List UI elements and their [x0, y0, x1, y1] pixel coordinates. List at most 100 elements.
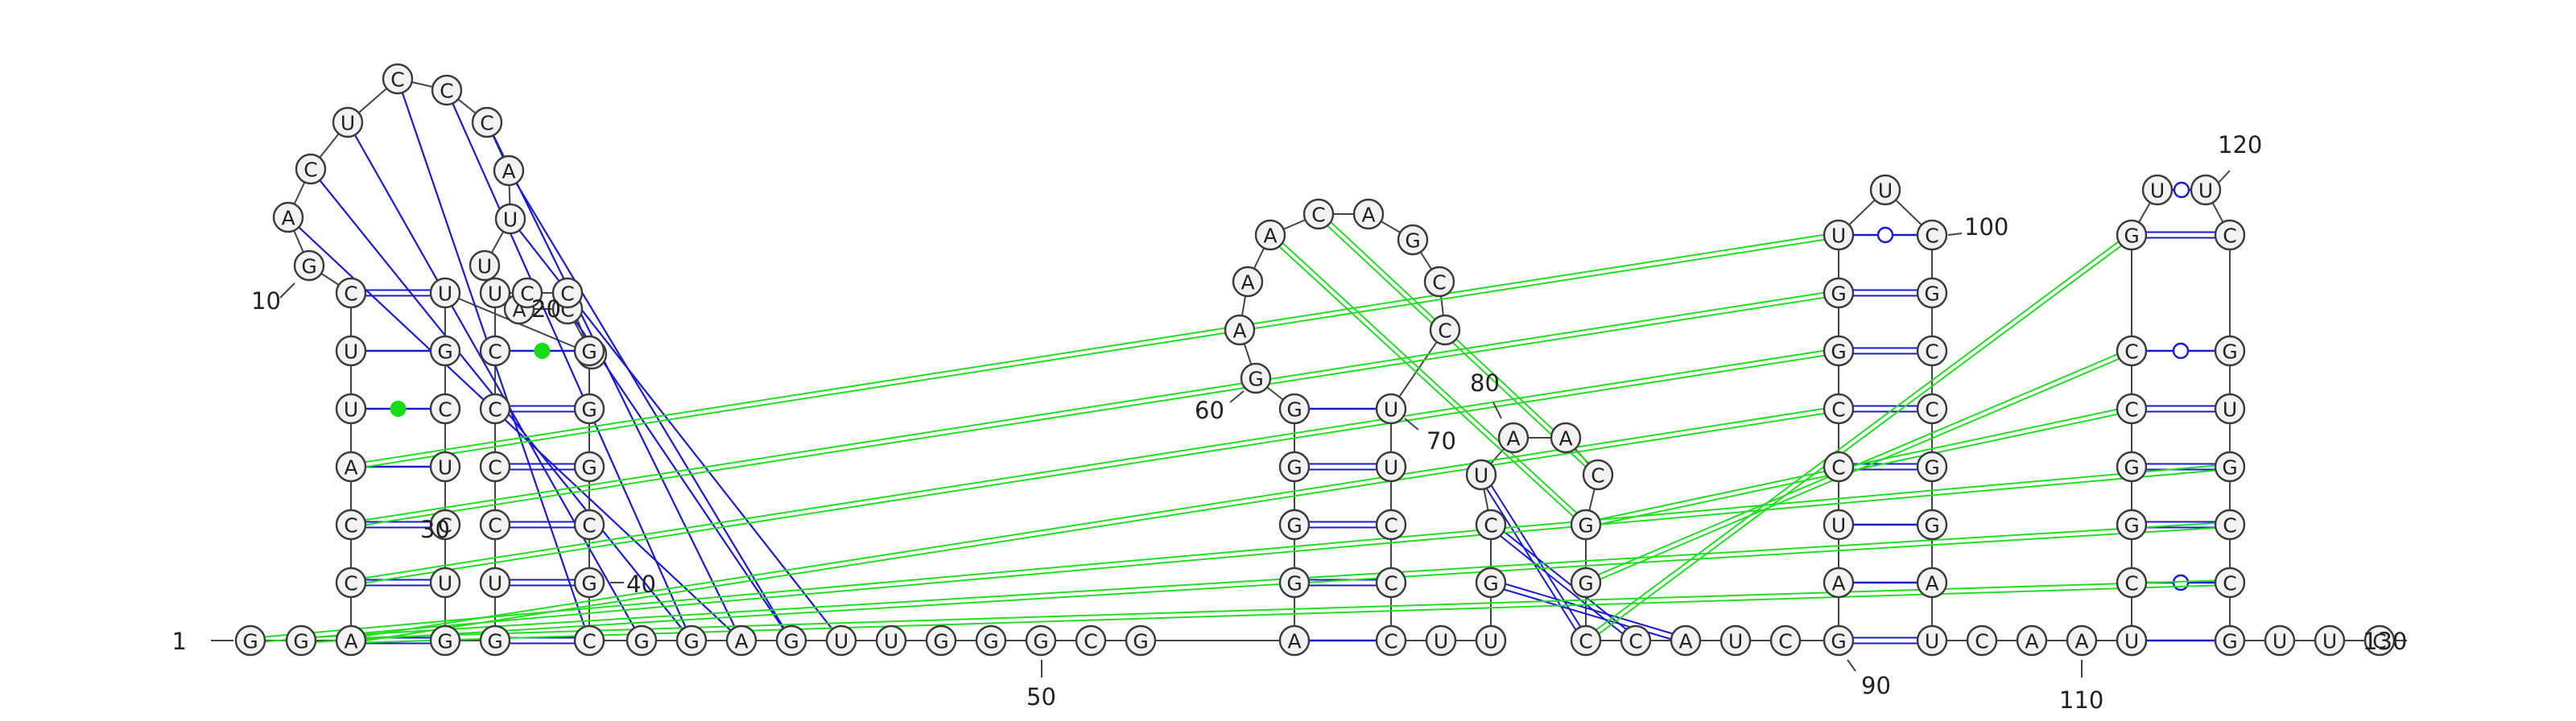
nucleotide: U [335, 393, 367, 425]
nucleotide-letter: U [834, 630, 848, 653]
nucleotide-letter: C [1629, 630, 1642, 653]
nucleotide: A [1254, 219, 1286, 251]
nucleotide-letter: G [437, 630, 452, 653]
watson-crick-pair [1488, 525, 1635, 644]
position-number: 30 [420, 516, 450, 543]
nucleotide-letter: C [1591, 464, 1604, 488]
pseudoknot-interaction-green [350, 232, 1839, 466]
position-number: 10 [251, 287, 281, 315]
nucleotide: G [1570, 566, 1602, 599]
nucleotide: C [2116, 566, 2148, 599]
nucleotide-letter: U [884, 630, 898, 653]
nucleotide: C [551, 277, 584, 309]
pseudoknot-interaction-green [250, 464, 2230, 640]
nucleotide-letter: A [502, 160, 515, 183]
nucleotide-letter: A [2025, 630, 2038, 653]
nucleotide: C [2214, 566, 2246, 599]
position-number: 120 [2218, 131, 2262, 159]
nucleotide-letter: G [2124, 514, 2139, 538]
nucleotide: G [1475, 566, 1507, 599]
nucleotide: C [573, 509, 605, 541]
gu-pair-dot [390, 401, 407, 417]
nucleotide-letter: U [1878, 179, 1893, 203]
nucleotide: G [2214, 451, 2246, 483]
nucleotide-letter: G [1286, 514, 1302, 538]
nucleotide: G [1278, 393, 1311, 425]
nucleotide: C [1375, 509, 1407, 541]
nucleotide: C [335, 566, 367, 599]
nucleotide: U [429, 277, 461, 309]
position-tick [2217, 170, 2231, 184]
nucleotide-letter: U [2198, 179, 2213, 203]
position-number: 1 [172, 628, 187, 655]
nucleotide: G [1570, 509, 1602, 541]
position-label-90: 90 [1847, 659, 1891, 699]
nucleotide: C [1429, 314, 1461, 346]
nucleotide: U [2214, 393, 2246, 425]
nucleotide: G [1916, 451, 1948, 483]
nucleotide: U [2116, 624, 2148, 657]
position-label-80: 80 [1470, 369, 1502, 419]
nucleotide-letter: A [1263, 225, 1277, 248]
nucleotide-letter: C [1384, 572, 1397, 595]
nucleotide-letter: U [2150, 179, 2165, 203]
nucleotide: C [1769, 624, 1802, 657]
nucleotide-letter: A [344, 456, 357, 480]
nucleotide: G [234, 624, 266, 657]
pseudoknot-interaction-green [1268, 236, 1585, 527]
nucleotide-letter: C [2124, 340, 2138, 364]
nucleotide: A [725, 624, 758, 657]
nucleotide: C [479, 393, 511, 425]
position-label-70: 70 [1404, 418, 1456, 455]
nucleotide-letter: G [2222, 456, 2237, 480]
nucleotide-letter: U [2273, 630, 2287, 653]
nucleotide-letter: A [1232, 319, 1246, 343]
nucleotide: U [1425, 624, 1457, 657]
nucleotide-layer: GGACCAUUCGACUCCCAUUACUUGCUCUGGUCCCCUCCGG… [234, 63, 2396, 657]
nucleotide-letter: A [281, 207, 295, 230]
nucleotide: C [295, 153, 327, 185]
nucleotide-letter: U [1384, 398, 1398, 422]
position-number: 50 [1026, 683, 1056, 711]
nucleotide-letter: C [2124, 572, 2138, 595]
nucleotide-letter: G [487, 630, 502, 653]
nucleotide: G [775, 624, 807, 657]
position-number: 40 [626, 571, 656, 598]
nucleotide-letter: C [1484, 514, 1497, 538]
nucleotide-letter: G [1831, 340, 1846, 364]
nucleotide: U [1375, 451, 1407, 483]
nucleotide: G [293, 249, 325, 282]
nucleotide: C [1582, 459, 1614, 491]
nucleotide: C [1375, 566, 1407, 599]
pseudoknot-interaction-green [351, 410, 1839, 644]
nucleotide: U [1475, 624, 1507, 657]
nucleotide-letter: C [1778, 630, 1792, 653]
nucleotide: C [1302, 198, 1335, 230]
nucleotide: U [494, 203, 526, 235]
pseudoknot-interaction-green [350, 579, 2230, 640]
pseudoknot-interaction-green [351, 236, 1839, 470]
nucleotide-letter: A [1678, 630, 1692, 653]
nucleotide-letter: C [488, 340, 502, 364]
nucleotide-letter: G [2124, 225, 2139, 248]
nucleotide-letter: C [1831, 398, 1845, 422]
watson-crick-pair [1478, 476, 1584, 643]
nucleotide-letter: C [1384, 630, 1397, 653]
nucleotide-letter: G [581, 456, 597, 480]
nucleotide-letter: U [1384, 456, 1398, 480]
nucleotide: G [573, 566, 605, 599]
nucleotide: U [1869, 174, 1901, 206]
nucleotide: G [285, 624, 317, 657]
nucleotide-letter: U [2124, 630, 2139, 653]
nucleotide-letter: C [1432, 271, 1446, 295]
nucleotide-letter: G [293, 630, 308, 653]
nucleotide-letter: A [2074, 630, 2088, 653]
nucleotide: C [2214, 219, 2246, 251]
nucleotide: C [511, 277, 543, 309]
nucleotide: G [1240, 362, 1272, 394]
nucleotide-letter: U [341, 112, 355, 135]
nucleotide: C [2116, 393, 2148, 425]
non-canonical-pair-marker [2173, 181, 2190, 199]
pseudoknot-interaction-green [250, 468, 2231, 644]
backbone-link [1390, 329, 1446, 410]
